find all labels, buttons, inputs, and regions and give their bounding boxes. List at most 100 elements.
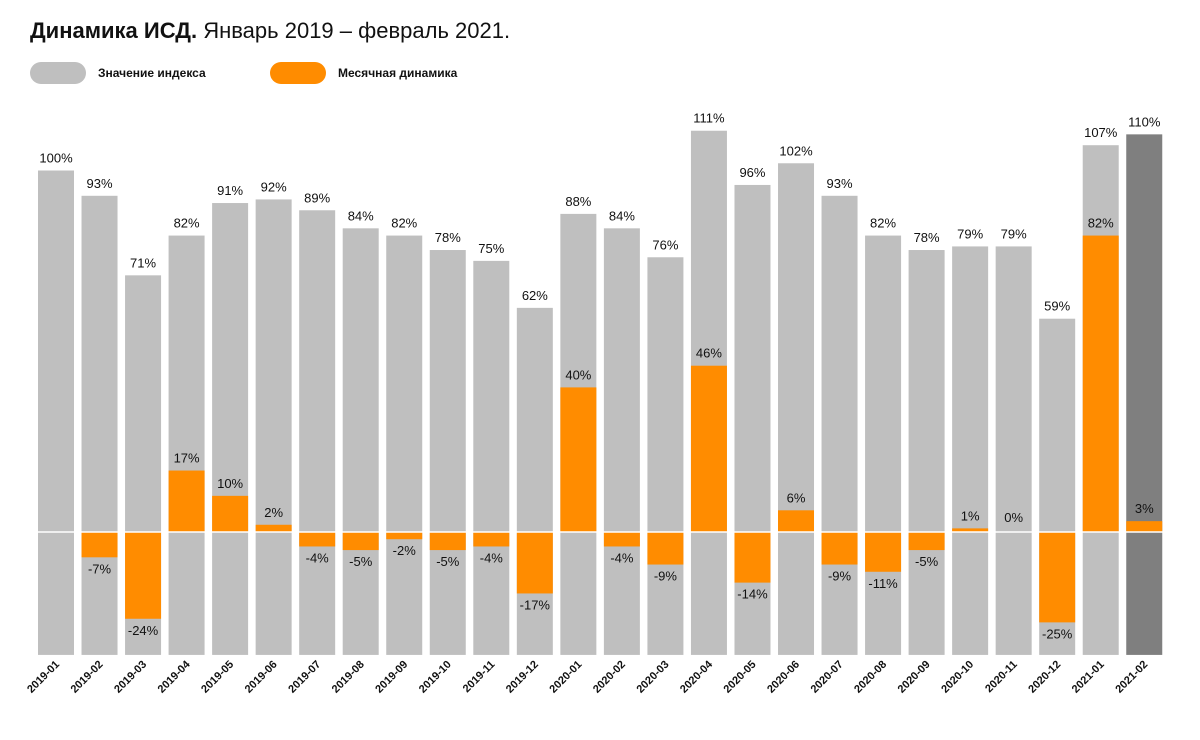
monthly-bar	[778, 510, 815, 532]
monthly-value-label: -4%	[480, 550, 504, 565]
index-bar	[908, 250, 945, 655]
index-bar	[603, 228, 640, 655]
legend-label-index: Значение индекса	[98, 66, 206, 80]
index-value-label: 110%	[1128, 114, 1161, 129]
index-bar	[473, 260, 510, 655]
legend-swatch-monthly	[270, 62, 326, 84]
monthly-bar	[603, 532, 640, 547]
monthly-value-label: 82%	[1088, 216, 1114, 231]
index-bar	[342, 228, 379, 655]
index-bar	[995, 246, 1032, 655]
monthly-bar	[560, 387, 597, 532]
index-value-label: 82%	[174, 216, 200, 231]
x-tick-label: 2019-07	[286, 659, 323, 696]
monthly-bar	[908, 532, 945, 551]
monthly-value-label: 46%	[696, 346, 722, 361]
data-labels: 100% 93% -7% 71% -24% 82% 17% 91% 10% 92% 2% 89% -4%…	[39, 111, 1160, 642]
index-bar	[516, 307, 553, 655]
x-tick-label: 2021-01	[1070, 659, 1107, 696]
x-tick-label: 2019-08	[330, 659, 367, 696]
monthly-bar	[1126, 521, 1163, 532]
x-tick-label: 2019-09	[373, 659, 410, 696]
index-bar	[386, 235, 423, 655]
x-tick-label: 2020-04	[678, 658, 716, 696]
x-tick-label: 2020-12	[1026, 659, 1063, 696]
monthly-value-label: -11%	[868, 576, 898, 591]
monthly-bar	[255, 524, 292, 532]
monthly-value-label: 3%	[1135, 501, 1154, 516]
monthly-value-label: -24%	[128, 623, 159, 638]
x-tick-label: 2019-06	[243, 659, 280, 696]
monthly-bar	[647, 532, 684, 565]
x-tick-label: 2019-03	[112, 659, 149, 696]
monthly-bar	[473, 532, 510, 547]
x-tick-label: 2020-11	[983, 659, 1020, 696]
monthly-bar	[516, 532, 553, 594]
monthly-bar	[342, 532, 379, 551]
monthly-bar	[299, 532, 336, 547]
index-value-label: 79%	[1001, 226, 1027, 241]
monthly-value-label: -7%	[88, 561, 112, 576]
index-value-label: 84%	[348, 208, 374, 223]
x-tick-label: 2019-12	[504, 659, 541, 696]
monthly-value-label: 1%	[961, 508, 980, 523]
index-value-label: 62%	[522, 288, 548, 303]
index-value-label: 92%	[261, 179, 287, 194]
index-bar	[778, 163, 815, 655]
monthly-bar	[429, 532, 466, 551]
index-value-label: 93%	[827, 176, 853, 191]
monthly-value-label: -17%	[520, 597, 551, 612]
index-value-label: 82%	[391, 216, 417, 231]
index-bar	[299, 210, 336, 655]
index-value-label: 76%	[652, 237, 678, 252]
chart-title: Динамика ИСД. Январь 2019 – февраль 2021…	[30, 18, 510, 44]
index-bar	[255, 199, 292, 655]
monthly-bar	[821, 532, 858, 565]
index-value-label: 100%	[39, 151, 73, 166]
monthly-value-label: -9%	[654, 569, 678, 584]
index-value-label: 96%	[739, 165, 765, 180]
monthly-bar	[212, 495, 249, 532]
index-value-label: 93%	[87, 176, 113, 191]
x-tick-label: 2019-04	[156, 658, 194, 696]
x-tick-label: 2019-10	[417, 659, 454, 696]
index-bar	[1126, 134, 1163, 655]
monthly-value-label: -5%	[349, 554, 373, 569]
monthly-bar	[690, 365, 727, 532]
monthly-value-label: -5%	[915, 554, 939, 569]
monthly-bar	[952, 528, 989, 532]
legend-label-monthly: Месячная динамика	[338, 66, 458, 80]
index-value-label: 79%	[957, 226, 983, 241]
index-bar	[429, 250, 466, 655]
index-bar	[865, 235, 902, 655]
index-bar	[81, 195, 118, 655]
index-value-label: 111%	[693, 111, 725, 126]
legend-swatch-index	[30, 62, 86, 84]
x-tick-label: 2019-02	[69, 659, 106, 696]
index-value-label: 78%	[435, 230, 461, 245]
index-value-label: 84%	[609, 208, 635, 223]
index-value-label: 71%	[130, 255, 156, 270]
monthly-value-label: 6%	[787, 490, 806, 505]
x-tick-label: 2019-05	[199, 659, 236, 696]
index-bar	[952, 246, 989, 655]
index-value-label: 89%	[304, 190, 330, 205]
index-value-label: 107%	[1084, 125, 1118, 140]
chart-title-rest: Январь 2019 – февраль 2021.	[203, 18, 511, 43]
index-value-label: 91%	[217, 183, 243, 198]
index-value-label: 75%	[478, 241, 504, 256]
monthly-bar	[734, 532, 771, 583]
monthly-bar	[386, 532, 423, 540]
x-tick-label: 2020-02	[591, 659, 628, 696]
index-value-label: 82%	[870, 216, 896, 231]
monthly-value-label: -4%	[610, 550, 634, 565]
monthly-bar	[1039, 532, 1076, 623]
x-tick-label: 2020-09	[896, 659, 933, 696]
index-bar	[647, 257, 684, 655]
x-tick-label: 2020-03	[635, 659, 672, 696]
index-bars	[38, 130, 1163, 655]
index-value-label: 102%	[779, 143, 813, 158]
index-bar	[212, 203, 249, 655]
index-bar	[734, 184, 771, 655]
